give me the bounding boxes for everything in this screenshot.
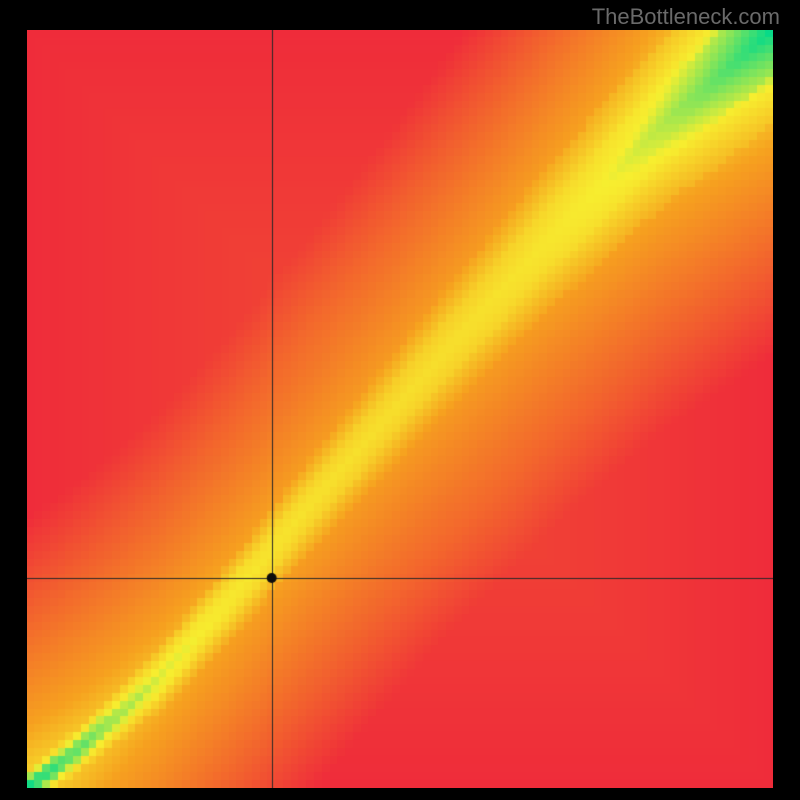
chart-container: { "watermark": { "text": "TheBottleneck.… <box>0 0 800 800</box>
watermark-text: TheBottleneck.com <box>592 4 780 30</box>
bottleneck-heatmap <box>27 30 773 788</box>
